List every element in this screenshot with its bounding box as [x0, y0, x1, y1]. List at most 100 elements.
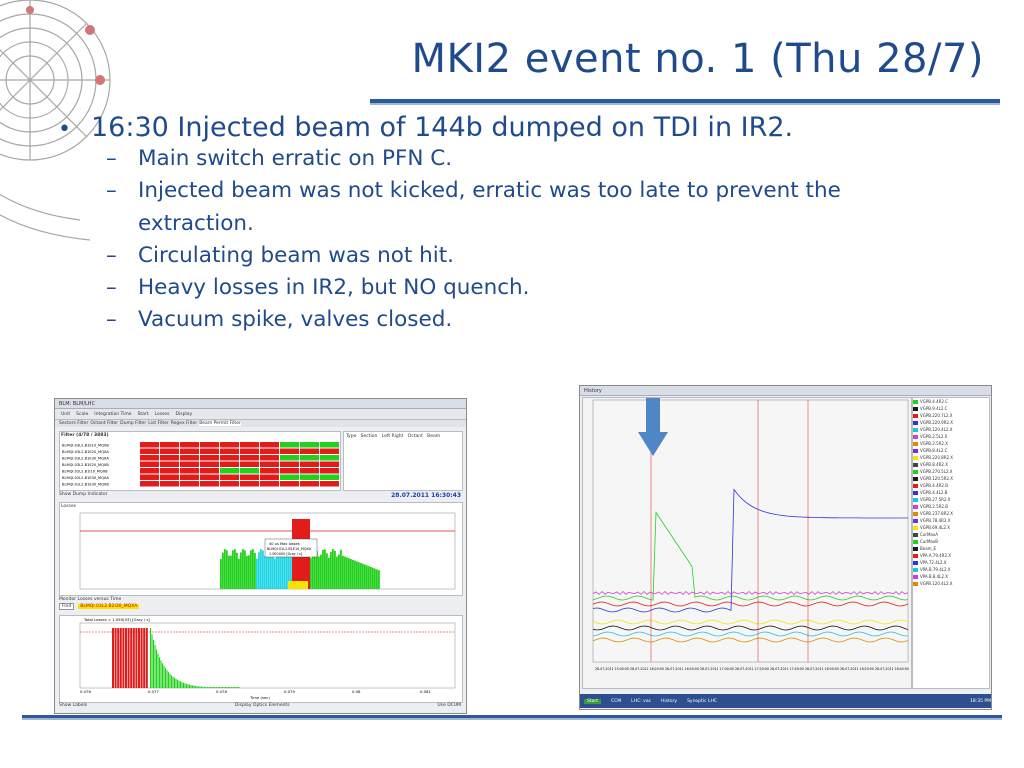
legend-swatch — [913, 518, 918, 523]
blm-tabs: Sectors Filter Octant Filter Dump Filter… — [55, 420, 466, 427]
time-bar-decay — [187, 684, 189, 688]
time-bar-decay — [192, 685, 194, 688]
time-bar-decay — [214, 687, 216, 688]
legend-item[interactable]: VGPB.220.8R2.X — [913, 454, 989, 461]
start-button[interactable]: Start — [584, 698, 601, 704]
taskbar-item[interactable]: History — [661, 698, 678, 704]
sub-bullet-text: Heavy losses in IR2, but NO quench. — [138, 275, 530, 300]
legend-item[interactable]: VPA.72.4L2.X — [913, 559, 989, 566]
time-bar-decay — [237, 687, 239, 688]
losses-label: Losses — [61, 504, 76, 509]
loss-bar — [376, 569, 378, 589]
legend-item[interactable]: VPA.A.79.4R2.X — [913, 552, 989, 559]
tooltip-line: BLMQI.01L2.B1E10_MQXA — [267, 547, 312, 551]
legend-item[interactable]: VGPB.2.5R2.X — [913, 440, 989, 447]
table-cell — [240, 468, 259, 474]
taskbar-item[interactable]: Synoptic LHC — [687, 698, 717, 704]
legend-swatch — [913, 553, 918, 558]
legend-item[interactable]: VGPB.8.4L2.C — [913, 447, 989, 454]
show-dump-checkbox[interactable]: Show Dump Indicator — [59, 492, 108, 497]
legend-label: VGPB.237.8R2.X — [920, 511, 954, 516]
table-row[interactable]: BLMQI.02L2.B1E30_MQXA — [62, 476, 109, 480]
time-bar — [130, 628, 133, 688]
time-bar-decay — [223, 687, 225, 688]
legend-item[interactable]: VGPB.220.9R2.X — [913, 419, 989, 426]
time-bar-decay — [163, 665, 165, 688]
loss-bar — [316, 550, 318, 589]
tab[interactable]: List Filter — [148, 421, 169, 426]
loss-bar — [234, 549, 236, 589]
legend-item[interactable]: VGPB.2.5R2.B — [913, 503, 989, 510]
time-bar-decay — [204, 686, 206, 688]
legend-item[interactable]: VGPB.9.4L2.C — [913, 405, 989, 412]
legend-label: VGPB.2.5R2.X — [920, 441, 948, 446]
legend-item[interactable]: VGPB.220.7L2.X — [913, 412, 989, 419]
legend-item[interactable]: VGPB.120.4L2.X — [913, 426, 989, 433]
show-labels-checkbox[interactable]: Show Labels — [59, 703, 88, 708]
tab[interactable]: Octant Filter — [90, 421, 119, 426]
lhc-ring-logo — [0, 0, 111, 241]
find-button[interactable]: Find — [59, 603, 75, 610]
loss-bar — [280, 550, 282, 589]
legend-item[interactable]: VGPB.8.4R2.X — [913, 461, 989, 468]
table-row[interactable]: BLMQI.03L2.B1E30_MQXA — [62, 457, 109, 461]
legend-swatch — [913, 532, 918, 537]
legend-item[interactable]: VGPB.69.4L2.X — [913, 524, 989, 531]
use-dcum-checkbox[interactable]: Use DCUM — [437, 703, 461, 708]
time-bar-decay — [162, 663, 164, 688]
table-cell — [140, 461, 159, 467]
taskbar-item[interactable]: CCM — [611, 698, 622, 704]
table-cell — [260, 461, 279, 467]
legend-label: VGPB.8.4L2.C — [920, 448, 948, 453]
table-cell — [320, 481, 339, 487]
legend-item[interactable]: VGPB.120.4L2.X — [913, 580, 989, 587]
time-bar-decay — [165, 668, 167, 688]
legend-list: VGPB.4.4R2.C VGPB.9.4L2.C VGPB.220.7L2.X VG… — [913, 398, 989, 587]
legend-item[interactable]: VGPB.27.5R2.X — [913, 496, 989, 503]
tab[interactable]: Dump Filter — [120, 421, 147, 426]
time-bar-decay — [235, 687, 237, 688]
table-cell — [240, 461, 259, 467]
legend-swatch — [913, 406, 918, 411]
sub-bullet-text: Vacuum spike, valves closed. — [138, 307, 453, 333]
loss-bar — [230, 555, 232, 589]
time-bar-decay — [172, 676, 174, 688]
time-bar-decay — [186, 683, 188, 688]
tab[interactable]: Sectors Filter — [59, 421, 89, 426]
legend-item[interactable]: Beam_E — [913, 545, 989, 552]
history-series-line — [592, 619, 909, 625]
legend-swatch — [913, 497, 918, 502]
table-row[interactable]: BLMQI.03L2.B1E20_MQXB — [62, 463, 109, 467]
tab[interactable]: Regex Filter — [170, 421, 198, 426]
loss-bar — [274, 558, 276, 589]
time-bar-decay — [175, 678, 177, 688]
display-optics-checkbox[interactable]: Display Optics Elements — [234, 703, 290, 708]
legend-item[interactable]: VGPB.237.8R2.X — [913, 510, 989, 517]
history-series-line — [592, 631, 908, 637]
legend-item[interactable]: VGPB.270.5L2.X — [913, 468, 989, 475]
tab[interactable]: Beam Permit Filter — [199, 421, 241, 426]
filter-table: BLMQI.03L2.B1E10_MQXB BLMQI.03L2.B1E20_MQ… — [62, 442, 339, 487]
legend-item[interactable]: VPA.B.8.4L2.X — [913, 573, 989, 580]
sub-bullet-text: Main switch erratic on PFN C. — [138, 146, 453, 171]
legend-item[interactable]: CurMaxB — [913, 538, 989, 545]
legend-item[interactable]: VGPB.4.4L2.B — [913, 489, 989, 496]
legend-item[interactable]: VGPB.4.4R2.B — [913, 482, 989, 489]
table-row[interactable]: BLMQI.03L2.B1E10_MQXB — [62, 444, 109, 448]
loss-bar — [312, 551, 314, 589]
table-cell — [220, 468, 239, 474]
filter-label: Filter (4/78 / 3883) — [61, 433, 109, 438]
table-row[interactable]: BLMQI.03L2.B1E20_MQXA — [62, 450, 109, 454]
time-bar-decay — [207, 687, 209, 688]
table-row[interactable]: BLMQI.02L2.B1I10_MQXB — [62, 470, 108, 474]
loss-bar — [282, 556, 284, 589]
legend-item[interactable]: VGPB.78.4R2.X — [913, 517, 989, 524]
taskbar-item[interactable]: LHC: vac — [631, 698, 652, 704]
legend-item[interactable]: VGPB.4.4R2.C — [913, 398, 989, 405]
table-row[interactable]: BLMQI.01L2.B1E30_MQXB — [62, 483, 109, 487]
loss-bar — [278, 549, 280, 589]
legend-item[interactable]: VGPB.2.5L2.X — [913, 433, 989, 440]
legend-item[interactable]: VGPB.120.5R2.X — [913, 475, 989, 482]
legend-item[interactable]: VPA.B.79.4L2.X — [913, 566, 989, 573]
legend-item[interactable]: CurMaxA — [913, 531, 989, 538]
